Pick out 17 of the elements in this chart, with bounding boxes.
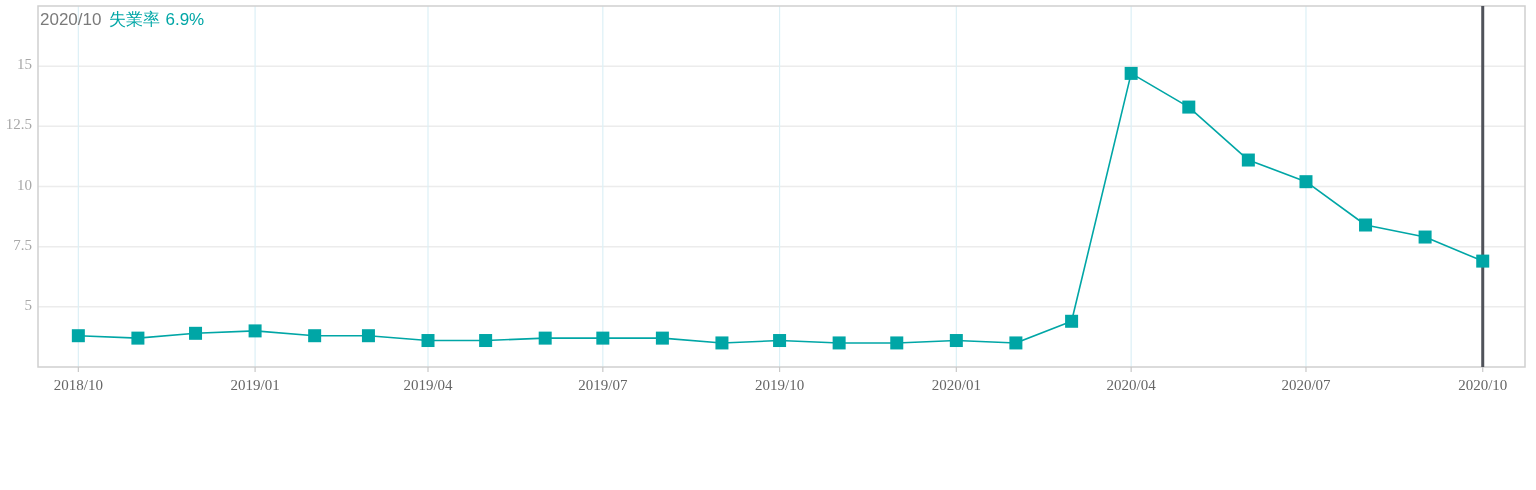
y-tick-label: 15 xyxy=(17,56,32,73)
x-tick-label: 2019/01 xyxy=(230,377,280,393)
annotation: 2020/10 xyxy=(40,10,102,29)
y-tick-label: 5 xyxy=(24,296,32,313)
x-tick-label: 2019/04 xyxy=(403,377,453,393)
y-tick-label: 7.5 xyxy=(13,236,32,253)
legend-item: 失業率 xyxy=(109,10,161,29)
x-tick-label: 2020/10 xyxy=(1458,377,1508,393)
x-tick-label: 2018/10 xyxy=(53,377,103,393)
y-tick-label: 12.5 xyxy=(5,116,32,133)
x-tick-label: 2020/01 xyxy=(931,377,981,393)
x-tick-label: 2020/07 xyxy=(1281,377,1331,393)
x-tick-label: 2019/10 xyxy=(755,377,805,393)
annotation: 6.9% xyxy=(165,10,205,29)
x-tick-label: 2020/04 xyxy=(1106,377,1156,393)
y-tick-label: 10 xyxy=(17,176,32,193)
x-tick-label: 2019/07 xyxy=(578,377,628,393)
